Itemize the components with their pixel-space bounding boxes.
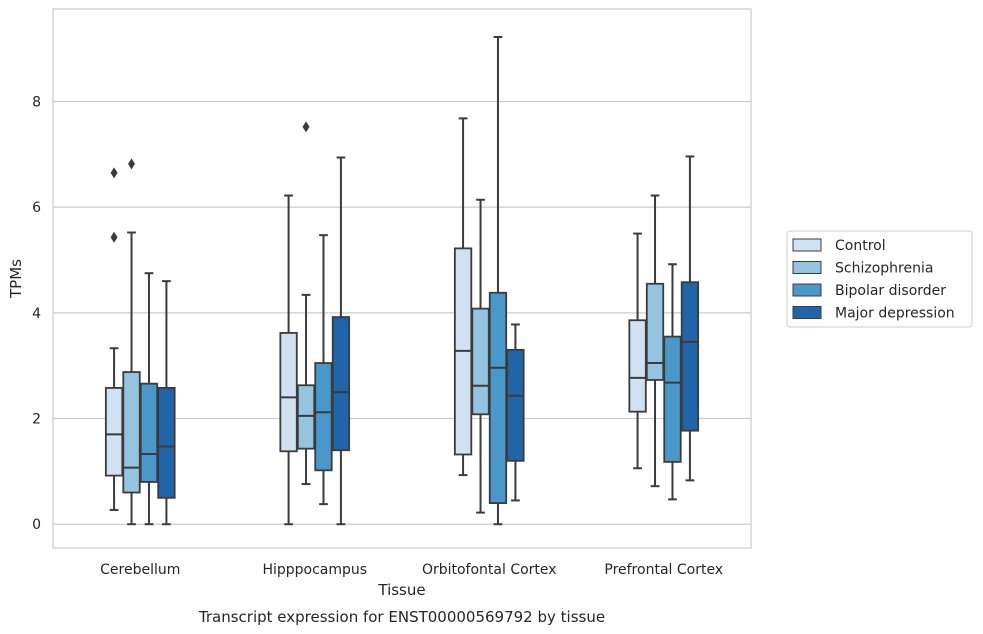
box-iqr xyxy=(680,281,700,432)
y-tick-label: 4 xyxy=(32,306,41,322)
box-iqr xyxy=(314,362,333,472)
box-iqr xyxy=(104,386,124,477)
x-tick-label: Cerebellum xyxy=(100,562,180,578)
box-2-1 xyxy=(471,198,490,514)
box-1-3 xyxy=(331,156,351,526)
box-iqr xyxy=(279,332,298,453)
box-iqr xyxy=(506,348,525,462)
legend-label: Control xyxy=(835,238,886,254)
box-iqr xyxy=(331,316,351,452)
box-1-2 xyxy=(314,234,333,506)
x-axis-label: Tissue xyxy=(377,581,425,599)
legend-swatch xyxy=(792,306,822,319)
box-iqr xyxy=(663,335,682,463)
legend-swatch xyxy=(792,238,822,252)
legend-frame xyxy=(786,230,973,328)
y-tick-label: 8 xyxy=(32,94,41,110)
y-tick-label: 6 xyxy=(32,200,41,216)
outlier-point xyxy=(110,167,118,179)
box-iqr xyxy=(628,319,647,413)
box-0-1 xyxy=(122,158,141,526)
legend-label: Schizophrenia xyxy=(835,261,933,277)
box-iqr xyxy=(488,291,508,504)
y-tick-label: 0 xyxy=(32,517,41,533)
box-0-2 xyxy=(139,272,159,526)
box-3-3 xyxy=(680,155,700,482)
box-0-0 xyxy=(104,167,124,511)
box-1-1 xyxy=(296,121,316,486)
x-axis-ticks: Cerebellum Hipppocampus Orbitofontal Corte… xyxy=(100,562,723,578)
box-iqr xyxy=(471,307,490,416)
legend-label: Bipolar disorder xyxy=(835,283,946,299)
box-0-3 xyxy=(157,280,176,526)
legend-label: Major depression xyxy=(835,306,955,322)
box-iqr xyxy=(139,382,159,483)
box-1-0 xyxy=(279,194,298,526)
boxes xyxy=(104,36,700,526)
y-axis-ticks: 0 2 4 6 8 xyxy=(32,94,41,533)
y-axis-label: TPMs xyxy=(7,259,25,299)
box-iqr xyxy=(645,282,665,381)
plot-frame xyxy=(52,8,752,549)
box-iqr xyxy=(157,386,176,499)
x-tick-label: Prefrontal Cortex xyxy=(604,562,723,578)
outlier-point xyxy=(128,158,136,170)
box-2-2 xyxy=(488,36,508,526)
outlier-point xyxy=(110,231,118,243)
outlier-point xyxy=(302,121,310,133)
box-2-0 xyxy=(453,117,473,477)
legend-swatch xyxy=(792,261,822,274)
x-tick-label: Hipppocampus xyxy=(262,562,367,578)
y-tick-label: 2 xyxy=(32,412,41,428)
box-3-2 xyxy=(663,263,682,501)
box-2-3 xyxy=(506,323,525,502)
box-iqr xyxy=(122,371,141,494)
legend-swatch xyxy=(792,283,822,297)
box-3-0 xyxy=(628,232,647,470)
chart-title: Transcript expression for ENST0000056979… xyxy=(198,608,605,626)
x-tick-label: Orbitofontal Cortex xyxy=(422,562,557,578)
legend: Control Schizophrenia Bipolar disorder Majo… xyxy=(786,230,973,328)
box-3-1 xyxy=(645,194,665,488)
box-iqr xyxy=(296,384,316,450)
